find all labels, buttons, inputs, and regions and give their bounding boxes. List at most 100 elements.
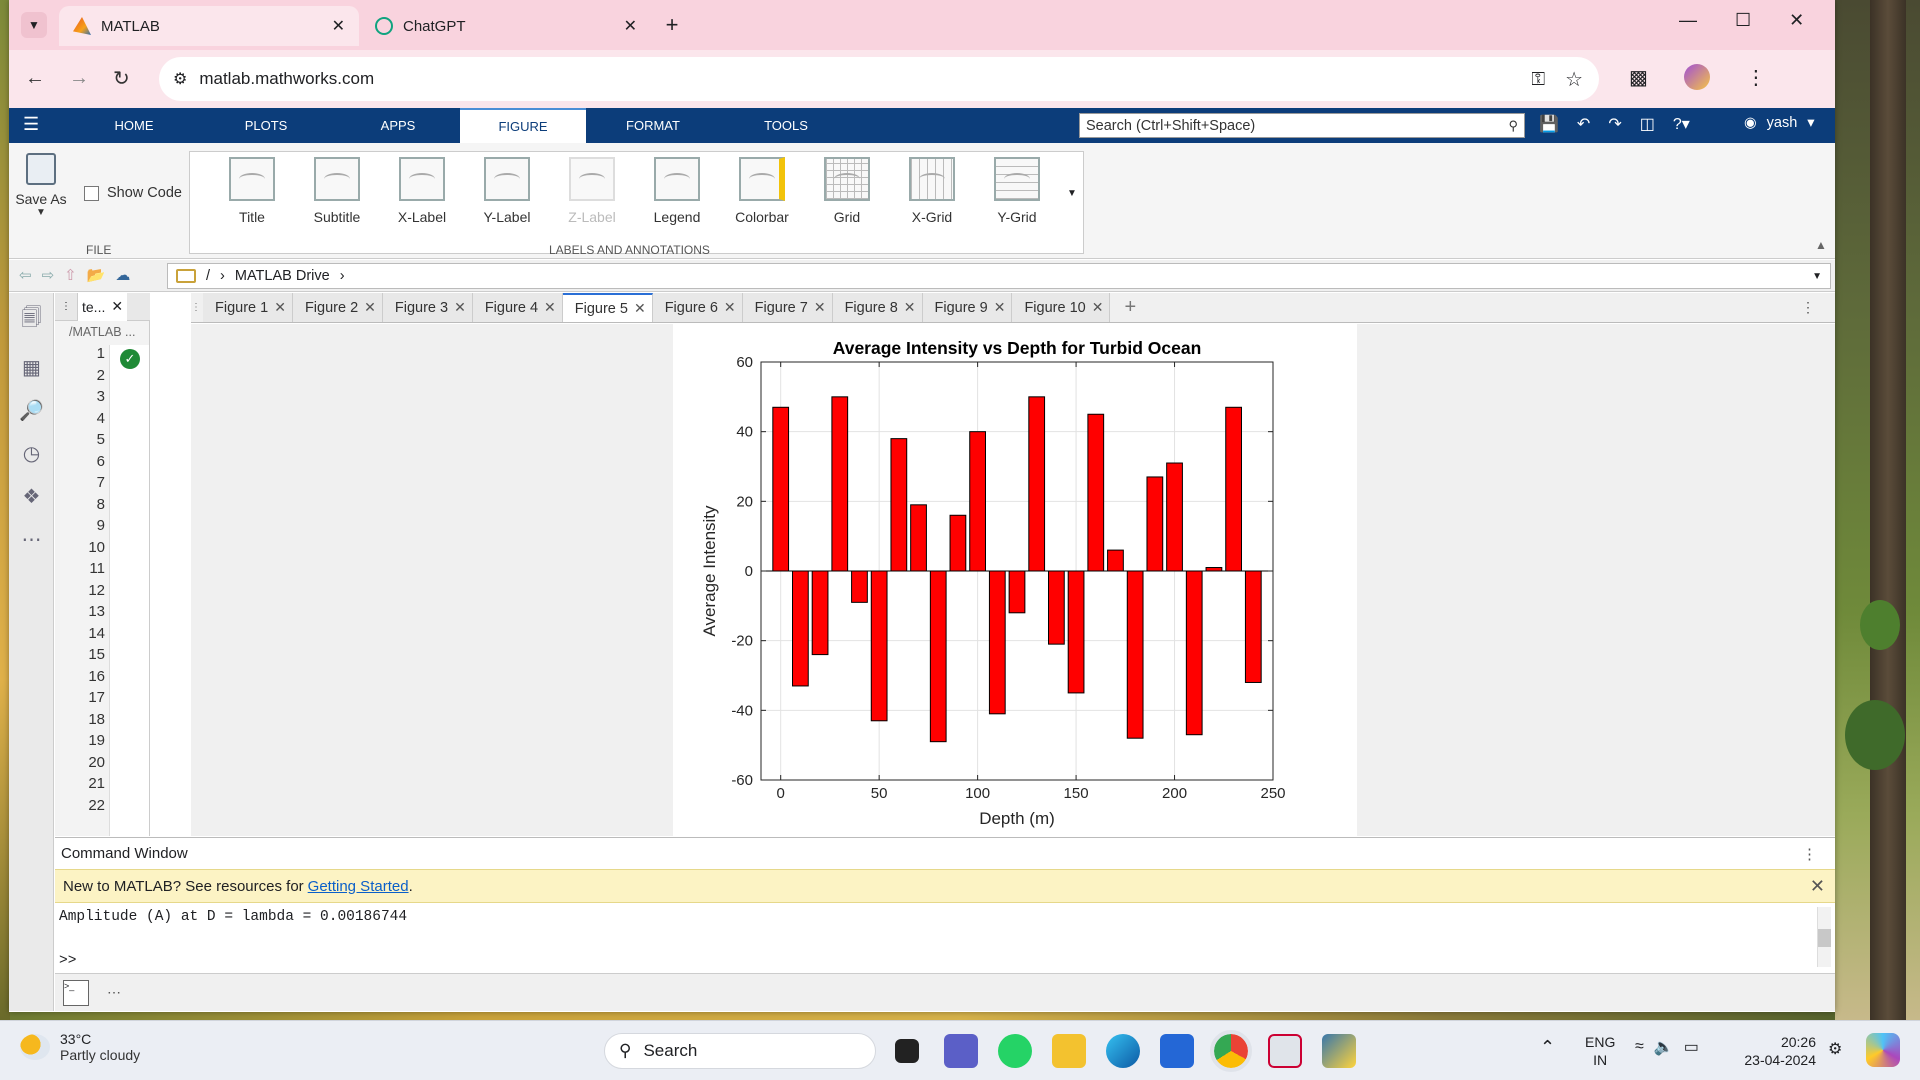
close-icon[interactable]: ✕ <box>723 299 736 315</box>
bar[interactable] <box>870 570 888 722</box>
undo-icon[interactable]: ↶ <box>1576 116 1591 133</box>
back-arrow-icon[interactable]: ⇦ <box>19 267 32 284</box>
profile-avatar[interactable] <box>1683 64 1710 90</box>
find-files-icon[interactable]: 🔎 <box>19 400 44 422</box>
colorbar-button[interactable]: Colorbar <box>722 153 802 243</box>
figure-tab[interactable]: Figure 5 ✕ <box>562 293 653 322</box>
matlab-search-input[interactable]: Search (Ctrl+Shift+Space) ⚲ <box>1079 113 1525 138</box>
figure-tab[interactable]: Figure 4 ✕ <box>472 293 563 322</box>
close-icon[interactable]: ✕ <box>454 299 466 315</box>
close-icon[interactable]: ✕ <box>623 18 637 35</box>
bar[interactable] <box>890 438 908 572</box>
add-ons-icon[interactable]: ❖ <box>22 486 41 508</box>
bar[interactable] <box>1107 549 1124 572</box>
bar[interactable] <box>1185 570 1203 736</box>
bar[interactable] <box>1146 476 1164 572</box>
site-info-icon[interactable]: ⚙ <box>173 71 188 88</box>
windows-start-icon[interactable] <box>556 1034 590 1068</box>
figure-tab[interactable]: Figure 8 ✕ <box>832 293 923 322</box>
grid-button[interactable]: Grid <box>807 153 887 243</box>
teams-icon[interactable] <box>944 1034 978 1068</box>
close-icon[interactable]: ✕ <box>813 299 826 315</box>
files-icon[interactable]: 🗐 <box>21 307 42 329</box>
tab-format[interactable]: FORMAT <box>587 108 719 143</box>
close-icon[interactable]: ✕ <box>993 299 1006 315</box>
close-icon[interactable]: ✕ <box>364 299 376 315</box>
command-scrollbar[interactable] <box>1817 907 1831 967</box>
save-icon[interactable]: 💾 <box>1539 116 1559 133</box>
browse-folder-icon[interactable]: 📂 <box>86 267 106 284</box>
bar[interactable] <box>851 570 868 603</box>
bar[interactable] <box>1244 570 1262 683</box>
forward-arrow-icon[interactable]: ⇨ <box>41 267 55 284</box>
y-grid-button[interactable]: Y-Grid <box>977 153 1057 243</box>
path-dropdown-icon[interactable]: ▼ <box>1812 270 1822 282</box>
save-as-button[interactable]: Save As ▼ <box>13 153 69 233</box>
language-indicator[interactable]: ENG IN <box>1585 1033 1615 1069</box>
bar[interactable] <box>811 570 829 656</box>
show-hidden-icons[interactable]: ⌃ <box>1540 1037 1556 1057</box>
tab-figure[interactable]: FIGURE <box>460 108 586 143</box>
figure-options-icon[interactable]: ⋮ <box>1801 299 1815 315</box>
bar[interactable] <box>1087 413 1105 572</box>
history-icon[interactable]: ◷ <box>22 443 41 465</box>
python-icon[interactable] <box>1322 1034 1356 1068</box>
x-label-button[interactable]: X-Label <box>382 153 462 243</box>
figure-tab[interactable]: Figure 1 ✕ <box>203 293 293 322</box>
bar[interactable] <box>1225 406 1242 572</box>
scrollbar-thumb[interactable] <box>1818 929 1831 947</box>
user-menu[interactable]: ◉ yash ▾ <box>1744 115 1815 131</box>
getting-started-link[interactable]: Getting Started <box>307 877 409 895</box>
close-icon[interactable]: ✕ <box>633 300 646 316</box>
browser-tab-matlab[interactable]: MATLAB ✕ <box>59 6 359 46</box>
menu-kebab-icon[interactable]: ⋮ <box>1745 66 1766 89</box>
close-icon[interactable]: ✕ <box>544 299 556 315</box>
bar[interactable] <box>929 570 947 743</box>
bar[interactable] <box>949 514 967 572</box>
tab-plots[interactable]: PLOTS <box>201 108 331 143</box>
bar[interactable] <box>1008 570 1026 614</box>
path-root[interactable]: / <box>206 268 211 284</box>
figure-tab[interactable]: Figure 3 ✕ <box>382 293 473 322</box>
workspace-icon[interactable]: ▦ <box>22 357 41 379</box>
store-icon[interactable] <box>1160 1034 1194 1068</box>
bar[interactable] <box>1067 570 1085 694</box>
tab-apps[interactable]: APPS <box>333 108 463 143</box>
bar[interactable] <box>910 504 927 572</box>
figure-tab[interactable]: Figure 2 ✕ <box>292 293 383 322</box>
tab-tools[interactable]: TOOLS <box>721 108 851 143</box>
command-prompt[interactable]: >> <box>59 953 77 969</box>
file-explorer-icon[interactable] <box>1052 1034 1086 1068</box>
tab-search-chevron-icon[interactable]: ▼ <box>21 12 47 38</box>
bar[interactable] <box>1048 570 1065 645</box>
bar[interactable] <box>831 396 849 572</box>
editor-file-tab[interactable]: te... ✕ <box>77 292 128 321</box>
bar[interactable] <box>1028 396 1046 572</box>
up-folder-icon[interactable]: ⇧ <box>64 267 77 284</box>
extensions-icon[interactable]: ▩ <box>1629 66 1648 89</box>
cloud-folder-icon[interactable]: ☁ <box>115 267 131 284</box>
back-arrow-icon[interactable]: ← <box>25 67 45 89</box>
bar[interactable] <box>1126 570 1144 739</box>
bar[interactable] <box>792 570 809 687</box>
address-bar[interactable]: ⚙ matlab.mathworks.com ⚿ ☆ <box>159 57 1599 101</box>
more-icon[interactable]: ⋯ <box>21 529 42 551</box>
maximize-icon[interactable]: ☐ <box>1735 10 1752 30</box>
close-icon[interactable]: ✕ <box>331 18 345 35</box>
chrome-icon[interactable] <box>1210 1030 1252 1072</box>
whatsapp-icon[interactable] <box>998 1034 1032 1068</box>
task-view-icon[interactable] <box>895 1039 919 1063</box>
add-figure-icon[interactable]: + <box>1124 296 1137 318</box>
figure-tab[interactable]: Figure 6 ✕ <box>652 293 743 322</box>
subtitle-button[interactable]: Subtitle <box>297 153 377 243</box>
clock[interactable]: 20:26 23-04-2024 <box>1730 1033 1816 1069</box>
hamburger-menu-icon[interactable]: ☰ <box>23 114 40 134</box>
close-icon[interactable]: ✕ <box>903 299 916 315</box>
show-code-checkbox[interactable]: Show Code <box>84 185 182 201</box>
forward-arrow-icon[interactable]: → <box>69 67 89 89</box>
editor-menu-icon[interactable]: ⋮ <box>61 301 71 312</box>
title-button[interactable]: Title <box>212 153 292 243</box>
figure-tab[interactable]: Figure 10 ✕ <box>1012 293 1111 322</box>
url-text[interactable]: matlab.mathworks.com <box>199 69 375 88</box>
